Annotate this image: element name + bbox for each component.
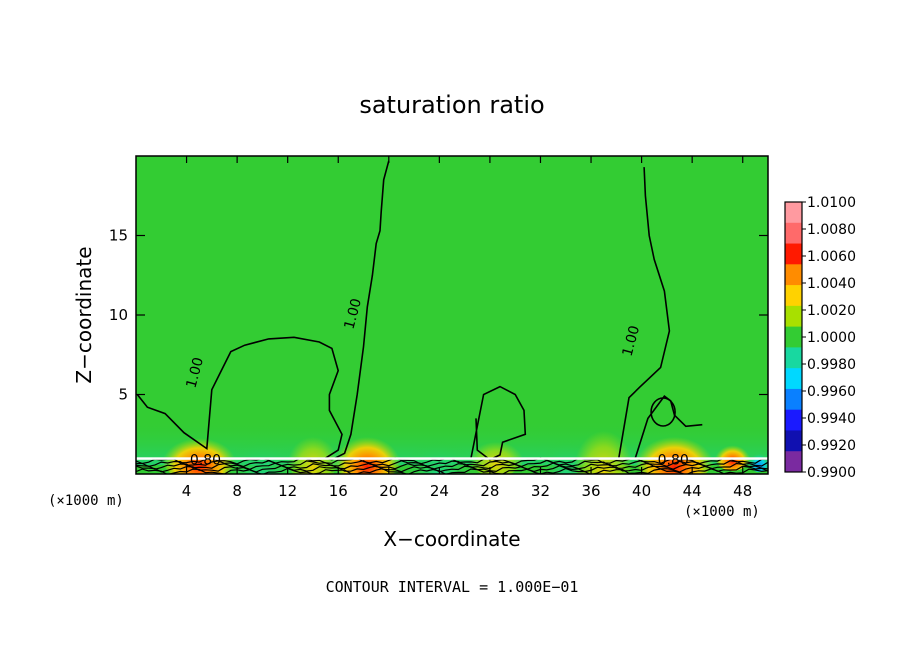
contour-lines — [136, 160, 703, 461]
y-axis-label: Z−coordinate — [72, 246, 96, 383]
colorbar-label-6: 0.9980 — [807, 357, 856, 373]
colorbar-label-7: 0.9960 — [807, 384, 856, 400]
y-ticks: 5 10 15 — [109, 227, 768, 404]
contour-line-closed — [650, 397, 676, 427]
colorbar-swatch-3 — [785, 264, 802, 286]
x-tick-label-3: 16 — [329, 482, 348, 500]
plot-area — [136, 156, 768, 474]
colorbar-swatch-12 — [785, 451, 802, 473]
x-tick-label-2: 12 — [278, 482, 297, 500]
field-highlight-1 — [333, 425, 402, 474]
colorbar-swatch-9 — [785, 388, 802, 411]
field-highlight-9 — [286, 425, 339, 474]
contour-label-0: 1.00 — [184, 356, 208, 390]
contour-label-4: 0.80 — [658, 452, 689, 468]
contour-line-s1-1 — [470, 385, 527, 461]
surface-contour-0 — [136, 467, 768, 474]
colorbar: 1.0100 1.0080 1.0060 1.0040 1.0020 1.0000 0.99… — [784, 195, 856, 481]
x-axis-label: X−coordinate — [383, 527, 520, 551]
colorbar-label-0: 1.0100 — [807, 195, 856, 211]
surface-white-strip — [136, 457, 768, 460]
surface-contour-band — [136, 457, 768, 474]
x-tick-label-9: 40 — [632, 482, 651, 500]
colorbar-swatch-8 — [785, 368, 802, 390]
x-tick-label-7: 32 — [531, 482, 550, 500]
colorbar-label-8: 0.9940 — [807, 411, 856, 427]
x-tick-label-6: 28 — [480, 482, 499, 500]
colorbar-swatch-7 — [785, 347, 802, 369]
surface-contour-3 — [136, 459, 768, 468]
colorbar-label-2: 1.0060 — [807, 249, 856, 265]
field-highlight-4 — [468, 433, 525, 474]
y-tick-label-2: 15 — [109, 227, 128, 245]
x-tick-label-1: 8 — [232, 482, 242, 500]
colorbar-swatch-2 — [785, 243, 802, 265]
chart-title: saturation ratio — [359, 91, 544, 119]
colorbar-swatch-1 — [785, 222, 802, 245]
colorbar-swatch-4 — [785, 285, 802, 307]
y-tick-label-0: 5 — [118, 386, 128, 404]
x-ticks: 4 8 12 16 20 24 28 32 36 40 44 48 — [182, 156, 752, 500]
surface-contour-1 — [136, 465, 768, 473]
x-tick-label-11: 48 — [733, 482, 752, 500]
colorbar-label-5: 1.0000 — [807, 330, 856, 346]
colorbar-label-9: 0.9920 — [807, 438, 856, 454]
colorbar-label-10: 0.9900 — [807, 465, 856, 481]
contour-line-s1-0 — [136, 160, 390, 461]
x-tick-label-5: 24 — [430, 482, 449, 500]
x-tick-label-4: 20 — [379, 482, 398, 500]
colorbar-swatch-10 — [785, 409, 802, 431]
x-unit-left: (×1000 m) — [48, 493, 124, 509]
x-tick-label-10: 44 — [683, 482, 702, 500]
colorbar-label-4: 1.0020 — [807, 303, 856, 319]
contour-labels: 1.00 1.00 1.00 0.80 0.80 — [184, 297, 689, 469]
colorbar-swatch-11 — [785, 430, 802, 452]
x-tick-label-0: 4 — [182, 482, 192, 500]
field-highlight-6 — [399, 419, 480, 474]
contour-label-1: 1.00 — [342, 297, 366, 331]
contour-interval-note: CONTOUR INTERVAL = 1.000E−01 — [326, 578, 579, 596]
field-highlight-3 — [714, 439, 751, 471]
contour-label-2: 1.00 — [620, 324, 644, 358]
x-tick-label-8: 36 — [581, 482, 600, 500]
colorbar-swatch-5 — [785, 305, 802, 328]
colorbar-label-3: 1.0040 — [807, 276, 856, 292]
colorbar-label-1: 1.0080 — [807, 222, 856, 238]
colorbar-swatch-0 — [785, 202, 802, 224]
contour-label-3: 0.80 — [190, 452, 221, 468]
colorbar-swatch-6 — [785, 326, 802, 348]
y-tick-label-1: 10 — [109, 306, 128, 324]
x-unit-right: (×1000 m) — [684, 504, 760, 520]
